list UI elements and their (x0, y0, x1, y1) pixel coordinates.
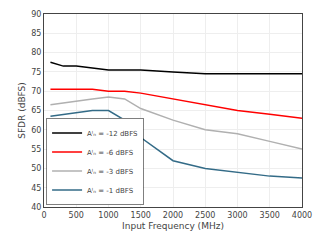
svg-text:500: 500 (69, 211, 84, 220)
svg-text:Aᴵₙ = -12 dBFS: Aᴵₙ = -12 dBFS (87, 130, 138, 138)
svg-text:45: 45 (31, 184, 41, 193)
svg-text:65: 65 (31, 106, 41, 115)
svg-text:75: 75 (31, 68, 41, 77)
svg-text:1000: 1000 (98, 211, 118, 220)
svg-text:Aᴵₙ = -6 dBFS: Aᴵₙ = -6 dBFS (87, 149, 134, 157)
svg-text:0: 0 (41, 211, 46, 220)
svg-text:50: 50 (31, 164, 41, 173)
svg-text:Aᴵₙ = -3 dBFS: Aᴵₙ = -3 dBFS (87, 168, 134, 176)
svg-text:85: 85 (31, 29, 41, 38)
svg-text:55: 55 (31, 145, 41, 154)
svg-text:Aᴵₙ = -1 dBFS: Aᴵₙ = -1 dBFS (87, 187, 134, 195)
svg-text:Input Frequency (MHz): Input Frequency (MHz) (122, 221, 224, 231)
svg-text:70: 70 (31, 87, 41, 96)
svg-text:4000: 4000 (292, 211, 312, 220)
svg-text:40: 40 (31, 203, 41, 212)
svg-text:3000: 3000 (227, 211, 247, 220)
svg-text:80: 80 (31, 48, 41, 57)
svg-text:1500: 1500 (131, 211, 151, 220)
svg-text:60: 60 (31, 126, 41, 135)
svg-text:2500: 2500 (195, 211, 215, 220)
svg-text:2000: 2000 (163, 211, 183, 220)
svg-text:90: 90 (31, 10, 41, 19)
svg-text:3500: 3500 (260, 211, 280, 220)
svg-text:SFDR (dBFS): SFDR (dBFS) (17, 82, 27, 139)
